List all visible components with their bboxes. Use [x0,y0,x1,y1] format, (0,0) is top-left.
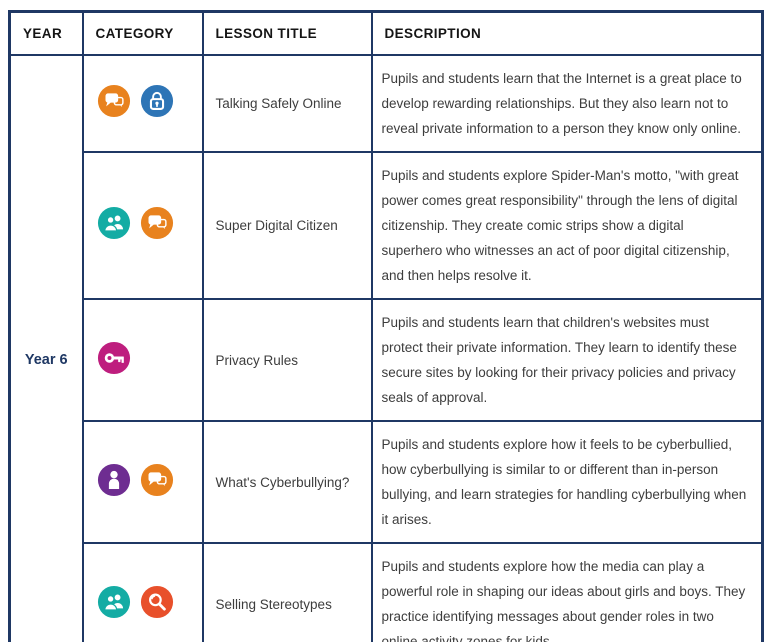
category-cell [81,298,204,422]
year-cell: Year 6 [8,54,84,642]
description-cell: Pupils and students learn that children'… [370,298,764,422]
lessons-table: YEAR CATEGORY LESSON TITLE DESCRIPTION Y… [8,10,764,642]
column-header-lesson-title: LESSON TITLE [201,10,373,56]
category-cell [81,54,204,153]
table-row: Privacy Rules Pupils and students learn … [10,298,764,422]
search-icon [140,585,174,619]
people-icon [97,206,131,240]
description-cell: Pupils and students learn that the Inter… [370,54,764,153]
person-icon [97,463,131,497]
header-row: YEAR CATEGORY LESSON TITLE DESCRIPTION [8,10,764,56]
lock-icon [140,84,174,118]
table-row: Selling Stereotypes Pupils and students … [10,542,764,642]
chat-icon [140,206,174,240]
lesson-title-cell: Super Digital Citizen [201,151,373,300]
people-icon [97,585,131,619]
lesson-title-cell: What's Cyberbullying? [201,420,373,544]
category-cell [81,420,204,544]
column-header-category: CATEGORY [81,10,204,56]
table-row: Super Digital Citizen Pupils and student… [10,151,764,300]
lesson-title-cell: Selling Stereotypes [201,542,373,642]
table-row: What's Cyberbullying? Pupils and student… [10,420,764,544]
description-cell: Pupils and students explore Spider-Man's… [370,151,764,300]
column-header-description: DESCRIPTION [370,10,764,56]
key-icon [97,341,131,375]
description-cell: Pupils and students explore how the medi… [370,542,764,642]
category-cell [81,151,204,300]
description-cell: Pupils and students explore how it feels… [370,420,764,544]
chat-icon [140,463,174,497]
table-row: Year 6 Talking Safely Online Pupils and … [8,54,764,642]
lesson-title-cell: Talking Safely Online [201,54,373,153]
column-header-year: YEAR [8,10,84,56]
lesson-title-cell: Privacy Rules [201,298,373,422]
category-cell [81,542,204,642]
chat-icon [97,84,131,118]
